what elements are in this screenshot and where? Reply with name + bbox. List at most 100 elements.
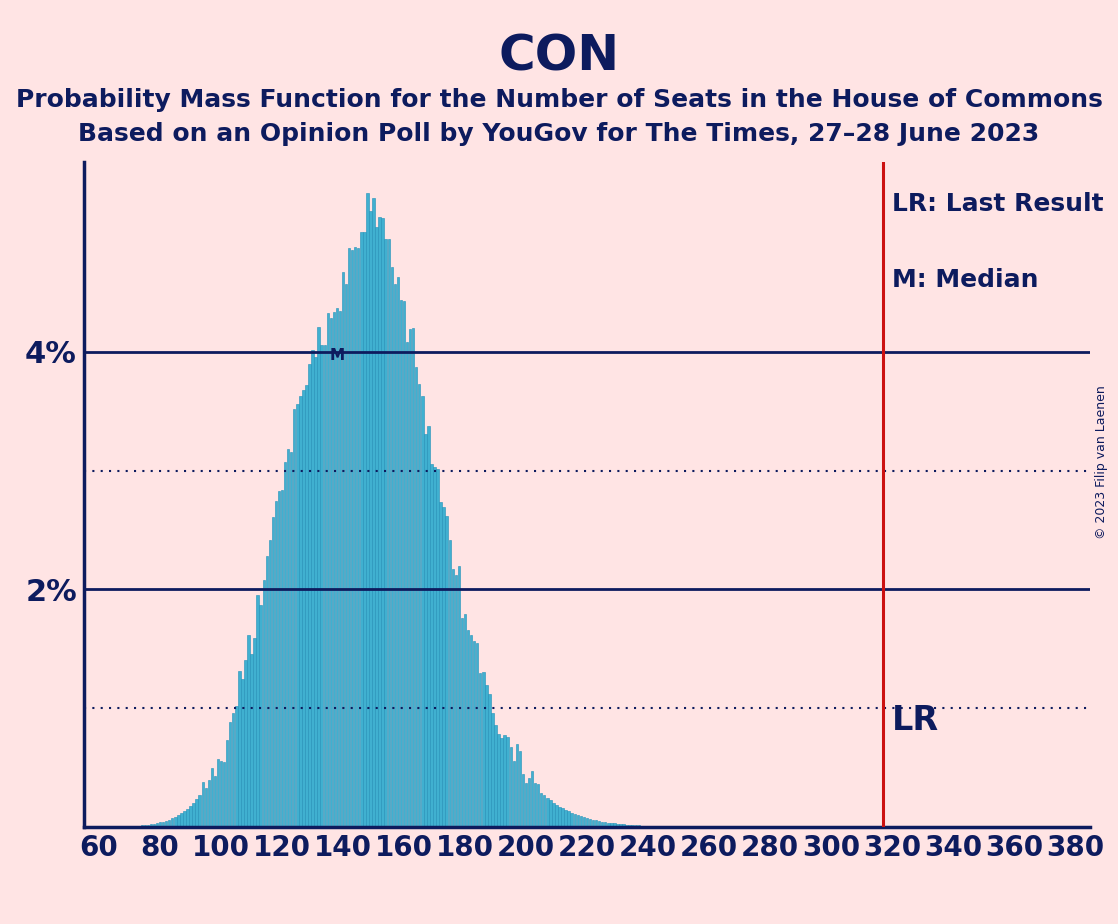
Bar: [402, 301, 405, 827]
Bar: [177, 815, 180, 827]
Text: M: Median: M: Median: [892, 268, 1039, 292]
Bar: [565, 810, 567, 827]
Bar: [138, 826, 140, 827]
Bar: [411, 329, 415, 827]
Bar: [189, 806, 192, 827]
Bar: [543, 796, 546, 827]
Bar: [579, 816, 582, 827]
Bar: [155, 823, 159, 827]
Bar: [434, 467, 436, 827]
Bar: [394, 284, 396, 827]
Bar: [296, 404, 299, 827]
Bar: [607, 822, 609, 827]
Bar: [259, 605, 262, 827]
Bar: [473, 641, 475, 827]
Bar: [254, 638, 256, 827]
Bar: [445, 517, 448, 827]
Bar: [613, 823, 616, 827]
Bar: [256, 595, 259, 827]
Bar: [153, 823, 155, 827]
Text: LR: Last Result: LR: Last Result: [892, 191, 1103, 215]
Text: M: M: [330, 347, 344, 363]
Bar: [281, 490, 283, 827]
Bar: [619, 824, 622, 827]
Bar: [494, 724, 496, 827]
Bar: [418, 383, 420, 827]
Bar: [534, 784, 537, 827]
Bar: [628, 825, 631, 827]
Bar: [275, 501, 277, 827]
Bar: [183, 811, 186, 827]
Bar: [381, 218, 383, 827]
Bar: [461, 618, 463, 827]
Text: © 2023 Filip van Laenen: © 2023 Filip van Laenen: [1095, 385, 1108, 539]
Bar: [552, 803, 555, 827]
Bar: [205, 787, 207, 827]
Bar: [641, 826, 643, 827]
Bar: [196, 799, 198, 827]
Bar: [409, 329, 411, 827]
Bar: [470, 635, 472, 827]
Bar: [199, 796, 201, 827]
Bar: [247, 636, 249, 827]
Bar: [610, 823, 613, 827]
Text: Based on an Opinion Poll by YouGov for The Times, 27–28 June 2023: Based on an Opinion Poll by YouGov for T…: [78, 122, 1040, 146]
Bar: [318, 327, 320, 827]
Bar: [650, 826, 652, 827]
Bar: [333, 312, 335, 827]
Bar: [272, 517, 274, 827]
Bar: [430, 464, 433, 827]
Bar: [348, 249, 350, 827]
Bar: [233, 713, 235, 827]
Bar: [616, 823, 618, 827]
Bar: [443, 507, 445, 827]
Bar: [311, 349, 314, 827]
Bar: [367, 192, 369, 827]
Bar: [537, 784, 539, 827]
Bar: [586, 818, 588, 827]
Bar: [506, 736, 509, 827]
Bar: [491, 713, 494, 827]
Bar: [293, 409, 295, 827]
Bar: [574, 814, 576, 827]
Bar: [330, 318, 332, 827]
Bar: [351, 249, 353, 827]
Bar: [489, 694, 491, 827]
Bar: [595, 821, 597, 827]
Bar: [457, 565, 461, 827]
Bar: [549, 800, 551, 827]
Bar: [577, 815, 579, 827]
Bar: [589, 819, 591, 827]
Bar: [302, 390, 304, 827]
Bar: [568, 811, 570, 827]
Bar: [344, 284, 348, 827]
Bar: [376, 227, 378, 827]
Bar: [235, 707, 237, 827]
Bar: [220, 761, 222, 827]
Bar: [436, 468, 438, 827]
Bar: [226, 740, 228, 827]
Bar: [323, 346, 326, 827]
Bar: [644, 826, 646, 827]
Bar: [277, 491, 281, 827]
Bar: [357, 248, 360, 827]
Bar: [485, 686, 487, 827]
Bar: [632, 825, 634, 827]
Bar: [512, 760, 515, 827]
Bar: [464, 614, 466, 827]
Bar: [519, 751, 521, 827]
Text: LR: LR: [892, 704, 939, 737]
Bar: [501, 737, 503, 827]
Bar: [339, 311, 341, 827]
Bar: [342, 272, 344, 827]
Bar: [528, 778, 530, 827]
Bar: [439, 502, 442, 827]
Bar: [222, 762, 226, 827]
Bar: [385, 239, 387, 827]
Bar: [591, 820, 595, 827]
Bar: [482, 672, 484, 827]
Bar: [217, 759, 219, 827]
Bar: [159, 822, 161, 827]
Bar: [208, 781, 210, 827]
Bar: [476, 643, 479, 827]
